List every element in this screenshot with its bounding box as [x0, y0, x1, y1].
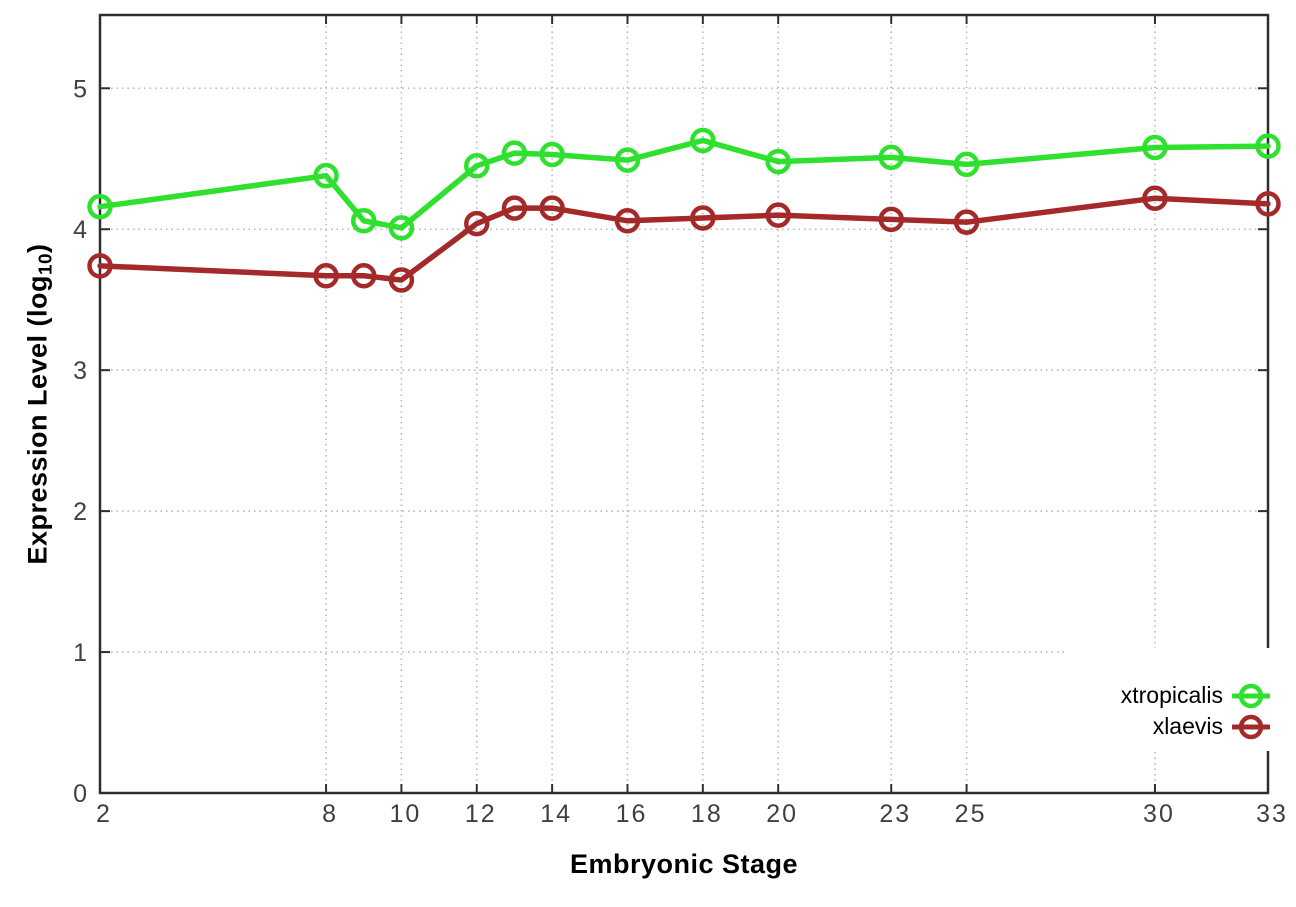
data-point-xtropicalis: [464, 153, 490, 179]
x-tick-label: 25: [955, 800, 987, 828]
data-point-xtropicalis: [87, 193, 113, 220]
data-point-xtropicalis: [878, 144, 904, 171]
y-tick-label: 0: [73, 780, 87, 808]
plot-border: [98, 13, 1270, 795]
legend: xtropicalis xlaevis: [1066, 648, 1270, 751]
data-point-xlaevis: [614, 208, 641, 234]
x-tick-label: 20: [766, 800, 798, 828]
data-point-xlaevis: [501, 195, 528, 221]
data-point-xtropicalis: [501, 140, 528, 166]
data-point-xlaevis: [464, 210, 490, 237]
data-point-xlaevis: [350, 262, 377, 289]
x-tick-label: 33: [1256, 800, 1288, 828]
x-tick-label: 10: [390, 800, 422, 828]
data-point-xlaevis: [765, 202, 791, 228]
data-point-xlaevis: [313, 262, 339, 289]
data-point-xtropicalis: [388, 215, 415, 241]
y-tick-label: 1: [73, 639, 87, 667]
data-point-xlaevis: [690, 205, 716, 231]
series-marker-icon: [1232, 683, 1270, 708]
data-point-xlaevis: [1255, 191, 1281, 217]
data-point-xlaevis: [87, 253, 113, 279]
data-point-xlaevis: [953, 209, 980, 235]
x-tick-label: 14: [540, 800, 572, 828]
series-marker-icon: [1232, 714, 1270, 739]
series-line-xlaevis: [97, 195, 1271, 283]
x-axis-title: Embryonic Stage: [569, 849, 799, 879]
data-point-xtropicalis: [953, 151, 980, 178]
x-tick-label: 12: [465, 800, 497, 828]
y-tick-label: 4: [73, 216, 87, 244]
data-point-xtropicalis: [614, 147, 641, 173]
data-point-xtropicalis: [1142, 134, 1168, 161]
x-tick-label: 8: [322, 800, 338, 828]
x-tick-label: 23: [879, 800, 911, 828]
x-tick-label: 30: [1143, 800, 1175, 828]
x-tick-label: 2: [96, 800, 112, 828]
data-point-xtropicalis: [313, 162, 339, 189]
data-point-xlaevis: [388, 267, 415, 293]
legend-entry-xlaevis: xlaevis: [1153, 712, 1270, 741]
data-point-xtropicalis: [690, 127, 716, 154]
legend-entry-xtropicalis: xtropicalis: [1121, 681, 1270, 710]
y-tick-label: 2: [73, 498, 87, 526]
data-point-xlaevis: [1142, 185, 1168, 211]
data-point-xlaevis: [539, 195, 565, 221]
legend-label: xlaevis: [1152, 713, 1223, 739]
y-tick-label: 5: [73, 75, 87, 103]
data-point-xtropicalis: [765, 148, 791, 175]
x-tick-label: 16: [616, 800, 648, 828]
data-point-xtropicalis: [350, 208, 377, 234]
data-point-xlaevis: [878, 206, 904, 233]
x-tick-label: 18: [691, 800, 723, 828]
series-line-xtropicalis: [97, 137, 1271, 231]
y-axis-title-text: Expression Level (log: [22, 274, 53, 565]
y-axis-title-subscript: 10: [35, 252, 57, 275]
data-point-xtropicalis: [539, 141, 565, 168]
y-axis-title-close: ): [22, 243, 53, 253]
legend-label: xtropicalis: [1120, 682, 1223, 708]
y-tick-label: 3: [73, 357, 87, 385]
y-axis-title: Expression Level (log10): [22, 243, 57, 565]
data-point-xtropicalis: [1255, 133, 1281, 159]
